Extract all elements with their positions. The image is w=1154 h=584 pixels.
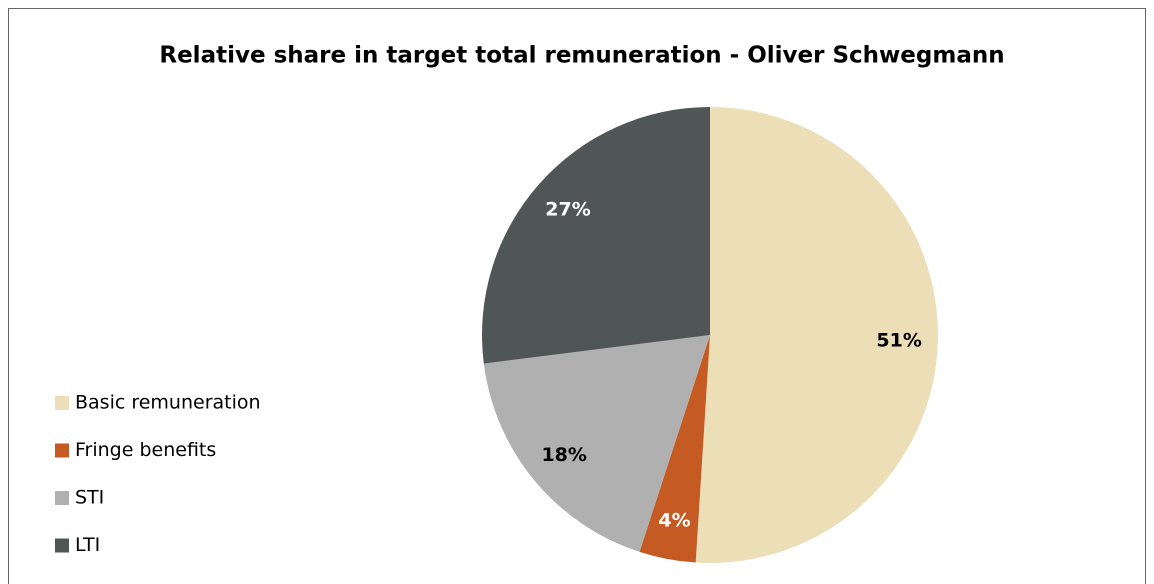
legend-swatch — [55, 491, 69, 505]
chart-title: Relative share in target total remunerat… — [159, 43, 1004, 69]
legend-label: Basic remuneration — [75, 392, 261, 414]
pie-slice — [483, 335, 710, 552]
chart-frame — [8, 8, 1146, 584]
value-label: 18% — [541, 444, 586, 466]
legend-label: LTI — [75, 534, 100, 556]
legend-label: Fringe benefits — [75, 439, 216, 461]
value-label: 27% — [545, 198, 590, 220]
pie-slice — [639, 335, 710, 563]
value-label: 51% — [876, 329, 921, 351]
legend-swatch — [55, 538, 69, 553]
legend-swatch — [55, 443, 69, 458]
pie-slice — [482, 107, 710, 364]
legend-swatch — [55, 396, 69, 410]
legend-label: STI — [75, 487, 104, 509]
pie-slice — [695, 107, 939, 564]
value-label: 4% — [658, 509, 690, 531]
